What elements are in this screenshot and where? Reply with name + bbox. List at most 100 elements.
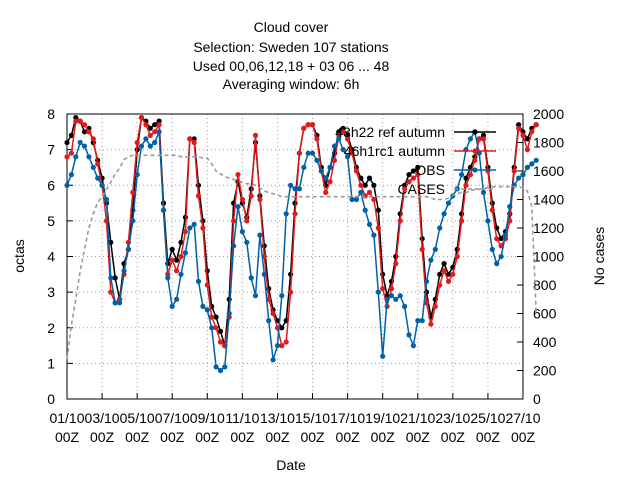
data-point-OBS — [423, 278, 430, 284]
data-point-OBS — [244, 239, 250, 245]
x-tick-label-date: 23/10 — [435, 410, 470, 426]
data-point-43h22_ref_autumn — [410, 168, 416, 174]
data-point-46h1rc1_autumn — [95, 161, 101, 167]
data-point-46h1rc1_autumn — [134, 139, 140, 146]
data-point-46h1rc1_autumn — [130, 189, 136, 195]
data-point-46h1rc1_autumn — [143, 122, 149, 128]
x-tick-label-date: 13/10 — [260, 410, 295, 426]
data-point-OBS — [331, 143, 338, 149]
y2-tick-label: 1000 — [533, 249, 564, 265]
data-point-OBS — [191, 221, 197, 227]
data-point-OBS — [467, 136, 473, 142]
data-point-OBS — [266, 318, 272, 324]
data-point-46h1rc1_autumn — [301, 125, 307, 131]
data-point-OBS — [248, 275, 254, 281]
data-point-46h1rc1_autumn — [108, 289, 114, 295]
data-point-46h1rc1_autumn — [423, 300, 430, 306]
data-point-46h1rc1_autumn — [174, 268, 180, 274]
y2-tick-label: 200 — [533, 363, 557, 379]
x-tick-label-time: 00Z — [476, 429, 501, 445]
data-point-OBS — [393, 296, 399, 302]
data-point-OBS — [445, 200, 452, 206]
data-point-OBS — [397, 293, 403, 299]
data-point-46h1rc1_autumn — [459, 218, 465, 224]
data-point-OBS — [261, 271, 267, 277]
data-point-OBS — [222, 364, 228, 370]
data-point-OBS — [314, 157, 320, 163]
data-point-46h1rc1_autumn — [244, 218, 250, 224]
data-point-43h22_ref_autumn — [112, 275, 118, 281]
data-point-43h22_ref_autumn — [217, 328, 224, 334]
data-point-OBS — [231, 243, 237, 249]
data-point-46h1rc1_autumn — [428, 321, 434, 327]
y2-tick-label: 800 — [533, 277, 557, 293]
y-tick-label: 0 — [47, 391, 55, 407]
data-point-OBS — [195, 278, 202, 284]
data-point-46h1rc1_autumn — [476, 136, 482, 142]
series-OBS — [64, 129, 539, 374]
data-point-46h1rc1_autumn — [441, 268, 447, 274]
data-point-43h22_ref_autumn — [279, 325, 285, 331]
legend-marker-46h1rc1_autumn — [472, 148, 478, 154]
data-point-43h22_ref_autumn — [406, 172, 412, 178]
y2-tick-label: 2000 — [533, 106, 564, 122]
x-tick-label-date: 07/10 — [155, 410, 190, 426]
data-point-OBS — [415, 318, 421, 324]
data-point-OBS — [459, 172, 465, 178]
x-tick-label-time: 00Z — [441, 429, 466, 445]
x-tick-label-date: 03/10 — [85, 410, 120, 426]
data-point-46h1rc1_autumn — [200, 225, 206, 231]
data-point-46h1rc1_autumn — [305, 122, 311, 128]
x-tick-label-time: 00Z — [90, 429, 115, 445]
data-point-43h22_ref_autumn — [213, 314, 219, 320]
data-point-OBS — [301, 164, 307, 170]
data-point-43h22_ref_autumn — [156, 118, 162, 124]
data-point-OBS — [178, 271, 184, 277]
data-point-OBS — [428, 257, 434, 263]
y2-tick-label: 1600 — [533, 163, 564, 179]
data-point-46h1rc1_autumn — [327, 179, 333, 185]
series-group — [64, 115, 539, 374]
data-point-OBS — [288, 182, 294, 188]
data-point-OBS — [494, 261, 500, 267]
data-point-OBS — [498, 253, 504, 260]
data-point-OBS — [99, 182, 105, 188]
data-point-OBS — [169, 303, 175, 309]
data-point-OBS — [406, 332, 412, 338]
data-point-46h1rc1_autumn — [248, 193, 254, 199]
legend-marker-OBS — [472, 167, 478, 173]
data-point-OBS — [279, 293, 285, 299]
data-point-46h1rc1_autumn — [516, 125, 522, 131]
x-tick-label-date: 21/10 — [400, 410, 435, 426]
data-point-OBS — [209, 325, 215, 331]
data-point-46h1rc1_autumn — [81, 122, 88, 128]
x-tick-label-time: 00Z — [371, 429, 396, 445]
x-tick-label-time: 00Z — [195, 429, 220, 445]
data-point-OBS — [213, 364, 219, 370]
x-tick-label-date: 01/10 — [49, 410, 84, 426]
data-point-46h1rc1_autumn — [524, 147, 531, 153]
x-tick-label-time: 00Z — [300, 429, 325, 445]
data-point-46h1rc1_autumn — [64, 154, 70, 160]
data-point-OBS — [375, 289, 381, 295]
data-point-OBS — [174, 296, 180, 302]
y-tick-label: 5 — [47, 213, 55, 229]
data-point-46h1rc1_autumn — [195, 193, 202, 199]
data-point-OBS — [507, 204, 513, 210]
data-point-46h1rc1_autumn — [147, 132, 153, 138]
data-point-OBS — [520, 172, 526, 178]
data-point-OBS — [200, 303, 206, 309]
data-point-OBS — [77, 139, 83, 146]
x-tick-label-date: 09/10 — [190, 410, 225, 426]
data-point-43h22_ref_autumn — [152, 122, 158, 128]
plot-frame — [66, 113, 524, 400]
data-point-46h1rc1_autumn — [533, 122, 539, 128]
data-point-46h1rc1_autumn — [239, 196, 245, 203]
chart-title-line-1: Cloud cover — [254, 19, 329, 35]
tick-labels: 0 1 2 3 4 5 6 7 8 0 200 400 600 800 1000 1200 1400 1600 18… — [47, 106, 564, 445]
x-tick-label-time: 00Z — [55, 429, 80, 445]
data-point-46h1rc1_autumn — [187, 136, 193, 142]
legend-label-46h1rc1_autumn: 46h1rc1 autumn — [344, 143, 445, 159]
data-point-46h1rc1_autumn — [371, 196, 377, 203]
